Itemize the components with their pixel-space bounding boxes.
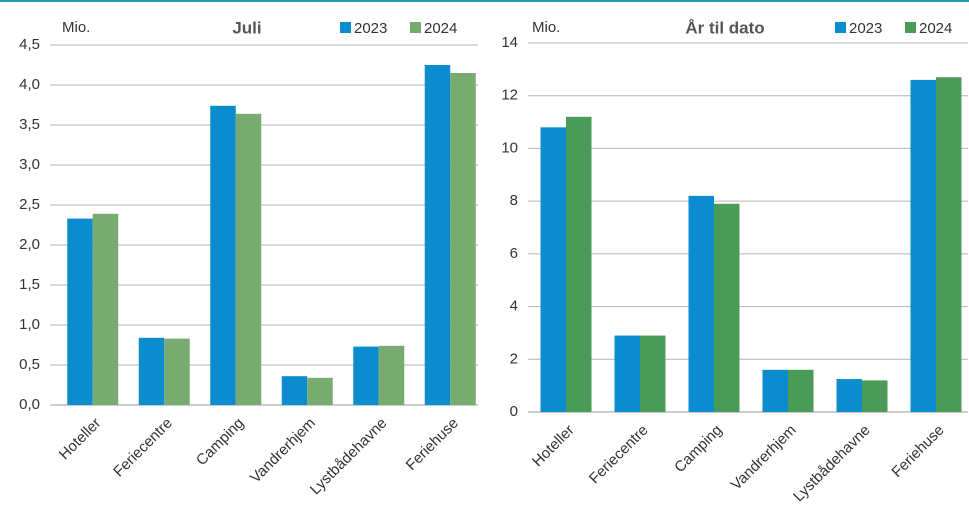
x-tick-label: Lystbådehavne <box>790 422 874 506</box>
legend-label: 2024 <box>919 20 952 37</box>
y-tick-label: 4 <box>510 298 518 315</box>
bar <box>235 113 262 406</box>
y-tick-label: 4,0 <box>19 76 40 93</box>
x-tick-label: Feriecentre <box>586 422 652 488</box>
y-tick-label: 3,5 <box>19 116 40 133</box>
x-tick-label: Lystbådehavne <box>307 415 391 499</box>
x-tick-label: Hoteller <box>56 415 105 464</box>
y-tick-label: 8 <box>510 192 518 209</box>
bar <box>862 380 888 412</box>
bar <box>762 369 788 412</box>
y-tick-label: 6 <box>510 245 518 262</box>
y-unit: Mio. <box>532 19 560 36</box>
bar <box>566 116 592 413</box>
y-tick-label: 4,5 <box>19 36 40 53</box>
y-tick-label: 2 <box>510 350 518 367</box>
legend-label: 2024 <box>424 20 457 37</box>
x-tick-label: Camping <box>671 422 725 476</box>
legend-swatch <box>340 22 351 33</box>
bar <box>138 337 165 405</box>
bar <box>164 338 190 405</box>
y-tick-label: 12 <box>501 87 518 104</box>
x-tick-label: Vandrerhjem <box>247 415 319 487</box>
y-tick-label: 0 <box>510 403 518 420</box>
chart-title: Juli <box>232 18 261 37</box>
y-tick-label: 0,0 <box>19 396 40 413</box>
y-tick-label: 3,0 <box>19 156 40 173</box>
chart-title: År til dato <box>685 18 764 37</box>
y-tick-label: 14 <box>501 34 518 51</box>
y-tick-label: 2,5 <box>19 196 40 213</box>
bar <box>307 377 333 405</box>
y-tick-label: 0,5 <box>19 356 40 373</box>
x-tick-label: Hoteller <box>529 422 578 471</box>
bar <box>640 335 666 412</box>
bar <box>424 65 451 405</box>
legend-label: 2023 <box>354 20 387 37</box>
y-tick-label: 2,0 <box>19 236 40 253</box>
bar <box>450 73 476 405</box>
y-unit: Mio. <box>62 19 90 36</box>
legend-swatch <box>905 22 916 33</box>
legend-label: 2023 <box>849 20 882 37</box>
bar <box>281 376 308 405</box>
x-tick-label: Feriecentre <box>110 415 176 481</box>
bar <box>210 105 236 406</box>
bar <box>92 213 119 405</box>
y-tick-label: 1,5 <box>19 276 40 293</box>
bar <box>910 79 936 413</box>
x-tick-label: Feriehuse <box>403 415 462 474</box>
x-tick-label: Feriehuse <box>888 422 947 481</box>
bar <box>353 346 379 405</box>
legend-swatch <box>835 22 846 33</box>
bar <box>614 335 640 412</box>
bar <box>788 369 814 412</box>
bar <box>688 195 714 412</box>
bar <box>378 345 405 405</box>
top-border <box>0 0 969 2</box>
bar <box>714 203 740 412</box>
y-tick-label: 1,0 <box>19 316 40 333</box>
legend-swatch <box>410 22 421 33</box>
y-tick-label: 10 <box>501 139 518 156</box>
bar <box>67 218 93 405</box>
bar <box>836 379 862 412</box>
bar <box>936 77 962 412</box>
bar <box>540 127 566 412</box>
x-tick-label: Vandrerhjem <box>728 422 800 494</box>
x-tick-label: Camping <box>193 415 247 469</box>
